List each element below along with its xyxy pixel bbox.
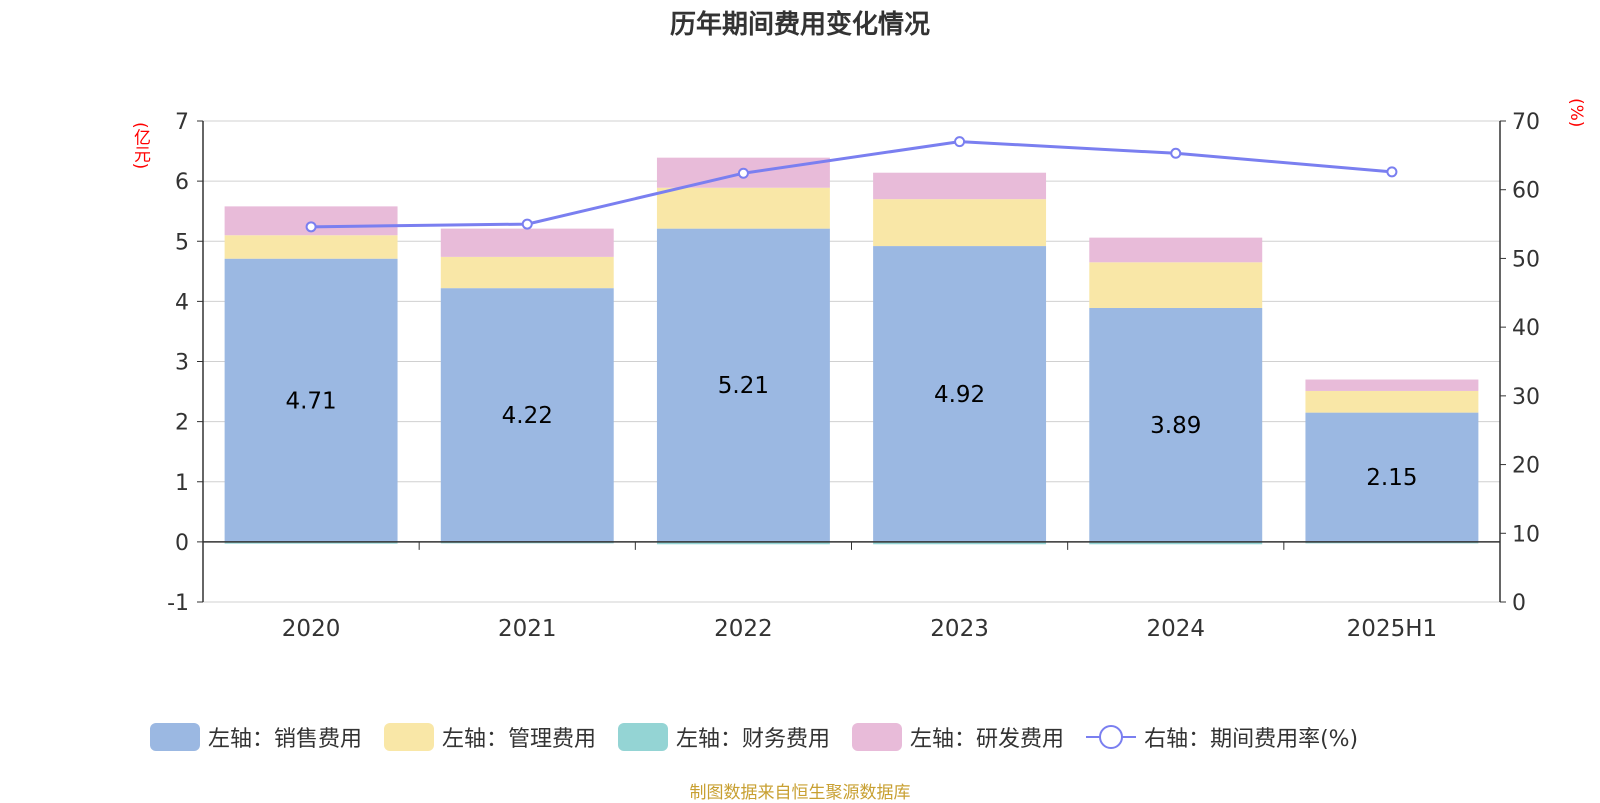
bar-1-2022 bbox=[656, 187, 830, 229]
bar-value-label: 4.22 bbox=[502, 403, 553, 429]
data-source-note: 制图数据来自恒生聚源数据库 bbox=[689, 783, 911, 803]
legend-item-sales[interactable]: 左轴：销售费用 bbox=[150, 721, 362, 753]
legend-label-finance: 左轴：财务费用 bbox=[676, 727, 831, 752]
left-axis-tick-label: 6 bbox=[175, 170, 189, 195]
bar-3-2025H1 bbox=[1305, 379, 1479, 391]
x-axis-label-2025H1: 2025H1 bbox=[1347, 616, 1437, 642]
line-expense-rate bbox=[311, 140, 1393, 229]
line-point-2025H1 bbox=[1386, 166, 1398, 178]
legend-label-sales: 左轴：销售费用 bbox=[208, 727, 363, 752]
legend-item-admin[interactable]: 左轴：管理费用 bbox=[384, 721, 596, 753]
bar-0-2020 bbox=[224, 258, 398, 542]
x-axis-label-2023: 2023 bbox=[930, 616, 989, 642]
bar-value-label: 4.92 bbox=[934, 382, 985, 408]
left-axis-tick-label: 2 bbox=[175, 411, 189, 436]
left-axis-tick-label: 3 bbox=[175, 351, 189, 376]
chart-legend: 左轴：销售费用 左轴：管理费用 左轴：财务费用 左轴：研发费用 右轴：期间费用率… bbox=[150, 722, 1380, 752]
legend-label-expense-rate: 右轴：期间费用率(%) bbox=[1144, 727, 1359, 752]
bar-value-label: 5.21 bbox=[718, 373, 769, 399]
legend-item-finance[interactable]: 左轴：财务费用 bbox=[618, 721, 830, 753]
bar-1-2025H1 bbox=[1305, 390, 1479, 413]
chart-title: 历年期间费用变化情况 bbox=[669, 10, 930, 40]
legend-item-rnd[interactable]: 左轴：研发费用 bbox=[852, 721, 1064, 753]
bar-0-2025H1 bbox=[1305, 412, 1479, 542]
line-point-2023 bbox=[954, 136, 966, 148]
line-point-2020 bbox=[305, 221, 317, 233]
right-axis-tick-label: 60 bbox=[1512, 179, 1540, 204]
bar-0-2024 bbox=[1089, 307, 1263, 542]
right-axis-tick-label: 0 bbox=[1512, 591, 1526, 616]
right-axis-tick-label: 70 bbox=[1512, 110, 1540, 135]
right-axis-tick-label: 50 bbox=[1512, 247, 1540, 272]
bar-0-2021 bbox=[440, 288, 614, 542]
bar-value-label: 2.15 bbox=[1366, 465, 1417, 491]
bar-3-2023 bbox=[873, 172, 1047, 200]
legend-swatch-finance bbox=[618, 723, 669, 751]
left-axis-tick-label: 4 bbox=[175, 290, 189, 315]
bar-3-2024 bbox=[1089, 237, 1263, 263]
bar-0-2023 bbox=[873, 246, 1047, 542]
bar-2-2024 bbox=[1089, 541, 1263, 545]
legend-label-rnd: 左轴：研发费用 bbox=[910, 727, 1065, 752]
bar-0-2022 bbox=[656, 228, 830, 542]
left-axis-tick-label: 1 bbox=[175, 471, 189, 496]
left-axis-tick-label: 0 bbox=[175, 531, 189, 556]
line-point-2024 bbox=[1170, 147, 1182, 159]
right-axis-tick-label: 30 bbox=[1512, 385, 1540, 410]
x-axis-label-2022: 2022 bbox=[714, 616, 773, 642]
bar-value-label: 4.71 bbox=[285, 388, 336, 414]
right-axis-tick-label: 10 bbox=[1512, 522, 1540, 547]
left-axis-tick-label: 7 bbox=[175, 110, 189, 135]
bar-1-2021 bbox=[440, 256, 614, 289]
legend-item-expense-rate[interactable]: 右轴：期间费用率(%) bbox=[1086, 721, 1358, 753]
right-axis-tick-label: 20 bbox=[1512, 454, 1540, 479]
x-axis-label-2024: 2024 bbox=[1146, 616, 1205, 642]
left-axis-tick-label: 5 bbox=[175, 230, 189, 255]
line-point-2021 bbox=[521, 218, 533, 230]
left-axis-unit: (亿元) bbox=[130, 122, 150, 170]
bar-3-2021 bbox=[440, 228, 614, 257]
bar-value-label: 3.89 bbox=[1150, 413, 1201, 439]
bar-1-2020 bbox=[224, 235, 398, 259]
legend-swatch-expense-rate bbox=[1086, 723, 1137, 751]
bar-1-2024 bbox=[1089, 262, 1263, 308]
x-axis-label-2020: 2020 bbox=[282, 616, 341, 642]
legend-swatch-sales bbox=[150, 723, 200, 751]
legend-swatch-admin bbox=[384, 723, 435, 751]
right-axis-tick-label: 40 bbox=[1512, 316, 1540, 341]
bar-2-2020 bbox=[224, 541, 398, 544]
bar-2-2022 bbox=[656, 541, 830, 545]
bar-2-2023 bbox=[873, 541, 1047, 545]
legend-swatch-rnd bbox=[852, 723, 903, 751]
right-axis-unit: (%) bbox=[1566, 98, 1586, 128]
x-axis-label-2021: 2021 bbox=[498, 616, 557, 642]
bar-1-2023 bbox=[873, 199, 1047, 247]
left-axis-tick-label: -1 bbox=[167, 591, 189, 616]
legend-label-admin: 左轴：管理费用 bbox=[442, 727, 597, 752]
line-point-2022 bbox=[737, 167, 749, 179]
